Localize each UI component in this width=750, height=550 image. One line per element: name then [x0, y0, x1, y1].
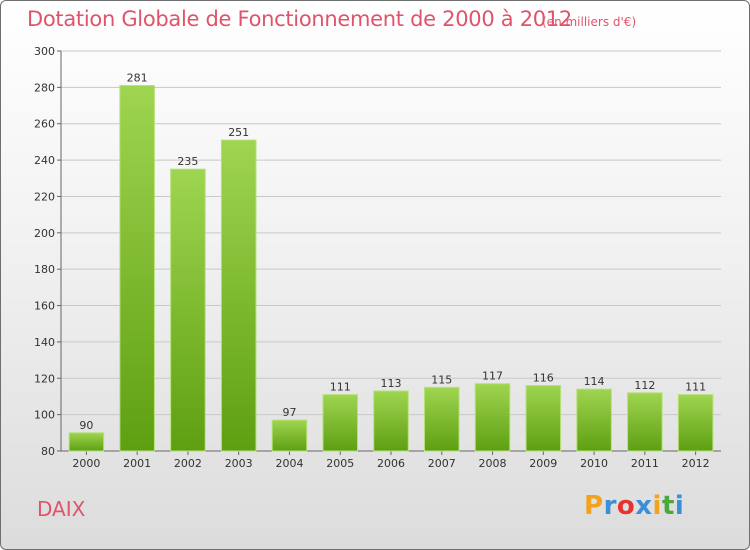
logo-letter: o [616, 491, 636, 521]
data-label-2002: 235 [177, 155, 198, 168]
x-tick-label: 2009 [529, 457, 557, 470]
data-label-2000: 90 [79, 419, 93, 432]
data-label-2010: 114 [584, 375, 605, 388]
y-tick-label: 80 [41, 445, 55, 458]
proxiti-logo[interactable]: Proxiti [584, 491, 684, 521]
place-name: DAIX [37, 497, 86, 521]
data-label-2012: 111 [685, 381, 706, 394]
chart-subtitle: (en milliers d'€) [542, 15, 637, 29]
data-label-2005: 111 [330, 381, 351, 394]
chart-title: Dotation Globale de Fonctionnement de 20… [27, 7, 572, 31]
x-tick-label: 2006 [377, 457, 405, 470]
bar-2000 [68, 432, 105, 452]
data-label-2001: 281 [127, 72, 148, 85]
x-tick-label: 2000 [72, 457, 100, 470]
x-tick-label: 2012 [682, 457, 710, 470]
data-label-2008: 117 [482, 370, 503, 383]
y-tick-label: 280 [34, 81, 55, 94]
bar-2003 [220, 139, 257, 452]
x-tick-label: 2007 [428, 457, 456, 470]
x-tick-label: 2008 [479, 457, 507, 470]
x-tick-label: 2010 [580, 457, 608, 470]
data-label-2009: 116 [533, 372, 554, 385]
y-tick-label: 200 [34, 227, 55, 240]
y-tick-label: 260 [34, 118, 55, 131]
bar-2010 [576, 388, 612, 452]
bar-2004 [271, 419, 308, 452]
y-tick-label: 120 [34, 372, 55, 385]
y-tick-label: 180 [34, 263, 55, 276]
x-tick-label: 2005 [326, 457, 354, 470]
bar-2002 [170, 168, 206, 452]
grid-lines [61, 50, 721, 416]
x-tick-label: 2011 [631, 457, 659, 470]
x-tick-label: 2002 [174, 457, 202, 470]
bar-2006 [373, 390, 409, 452]
y-tick-label: 160 [34, 300, 55, 313]
y-tick-label: 220 [34, 190, 55, 203]
y-tick-label: 100 [34, 409, 55, 422]
y-tick-label: 300 [34, 45, 55, 58]
x-tick-label: 2003 [225, 457, 253, 470]
bar-2011 [627, 392, 663, 452]
bar-2007 [424, 386, 460, 452]
bar-2008 [474, 383, 511, 452]
x-tick-label: 2004 [275, 457, 303, 470]
bar-2001 [119, 85, 155, 452]
data-label-2003: 251 [228, 126, 249, 139]
logo-letter: t [661, 491, 675, 521]
bar-2005 [322, 394, 358, 452]
data-label-2006: 113 [381, 377, 402, 390]
bars [68, 85, 714, 452]
y-tick-label: 140 [34, 336, 55, 349]
bar-2012 [677, 394, 714, 452]
y-tick-label: 240 [34, 154, 55, 167]
data-label-2004: 97 [282, 406, 296, 419]
data-label-2011: 112 [634, 379, 655, 392]
x-tick-label: 2001 [123, 457, 151, 470]
logo-letter: r [603, 491, 617, 521]
bar-2009 [525, 385, 562, 452]
logo-letter: P [584, 491, 604, 521]
data-label-2007: 115 [431, 373, 452, 386]
logo-letter: i [652, 491, 662, 521]
labels: 80 100 120 140 160 180 200 220 240 260 280 300 90 200… [34, 45, 710, 470]
logo-letter: x [635, 491, 653, 521]
logo-letter: i [674, 491, 685, 521]
